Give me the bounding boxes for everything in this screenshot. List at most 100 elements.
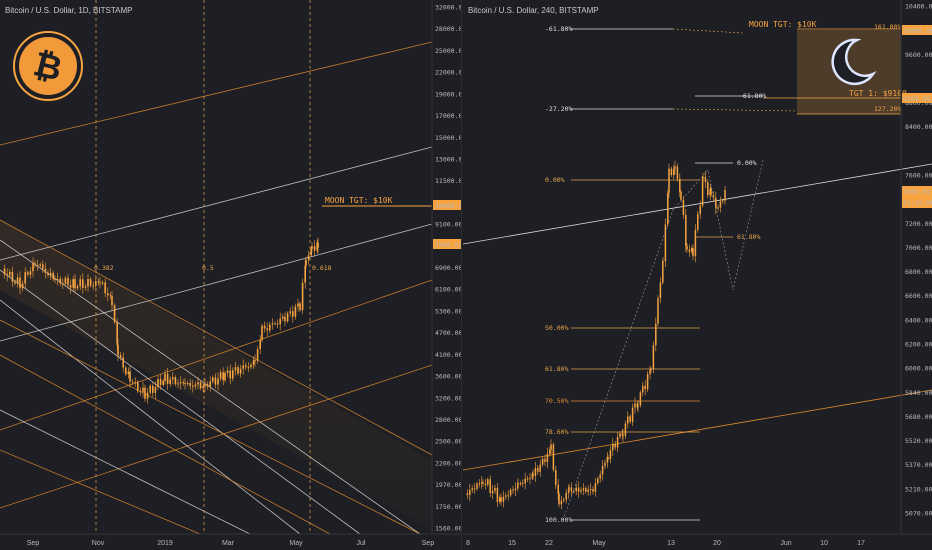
candle-body	[311, 246, 313, 249]
candle-body	[522, 483, 524, 485]
candle-body	[514, 488, 517, 490]
candle-body	[189, 382, 191, 386]
candle-body	[229, 370, 231, 379]
candle-body	[92, 285, 94, 287]
candle-body	[719, 201, 722, 208]
candle-body	[44, 268, 47, 273]
candle-body	[129, 371, 131, 382]
candle-body	[563, 499, 565, 501]
candle-body	[502, 496, 505, 502]
fib-level-label: 50.00%	[545, 324, 569, 332]
candle-body	[704, 176, 707, 183]
price-axis-label: 5840.00	[905, 389, 932, 397]
candle-body	[113, 305, 116, 323]
candle-body	[42, 264, 44, 269]
fib-ext-label-618: -61.80%	[739, 92, 766, 100]
candle-body	[694, 229, 697, 257]
time-axis-label: 17	[857, 540, 865, 547]
candle-body	[546, 453, 549, 462]
countdown-tag-text: 01:32:09	[903, 199, 932, 207]
target-price-tag-text: 10000.00	[435, 202, 461, 210]
candle-body	[111, 296, 113, 306]
candle-body	[82, 279, 84, 288]
candle-body	[164, 373, 166, 381]
price-axis-label: 19000.00	[435, 90, 461, 98]
candle-body	[494, 487, 496, 492]
price-axis-label: 5370.00	[905, 461, 932, 469]
daily-chart-pane[interactable]: Bitcoin / U.S. Dollar, 1D, BITSTAMP ₿ 0.…	[0, 0, 462, 550]
tgt1-label: TGT 1: $9100	[849, 89, 907, 98]
4h-chart-pane[interactable]: Bitcoin / U.S. Dollar, 240, BITSTAMP 0.0…	[463, 0, 932, 550]
candle-body	[484, 483, 487, 485]
daily-chart-canvas[interactable]: ₿ 0.382 0.5 0.618 MOON TGT: $10K 32000.0…	[0, 0, 461, 550]
candle-body	[247, 367, 250, 369]
candle-body	[649, 370, 651, 375]
candle-body	[487, 479, 489, 485]
candle-body	[676, 166, 679, 179]
candle-body	[567, 490, 570, 493]
candle-body	[95, 281, 97, 286]
candle-body	[537, 467, 539, 472]
candle-body	[192, 385, 194, 387]
trend-line	[0, 409, 251, 535]
candle-body	[209, 381, 211, 387]
candle-body	[32, 263, 34, 272]
candle-body	[505, 495, 507, 497]
price-axis[interactable]: 32000.00 28000.00 25000.00 22000.00 19000.00…	[435, 4, 461, 533]
price-axis-label: 1560.00	[435, 525, 461, 533]
candle-body	[616, 436, 619, 448]
candle-body	[304, 265, 306, 283]
candle-body	[664, 224, 667, 262]
candle-body	[469, 489, 471, 496]
candle-body	[131, 381, 134, 383]
fib-small-label: 61.80%	[737, 233, 761, 241]
price-axis-label: 5070.00	[905, 510, 932, 518]
candle-body	[558, 493, 560, 505]
candle-body	[24, 272, 26, 284]
candle-body	[604, 462, 606, 467]
candle-body	[594, 483, 597, 492]
candle-body	[254, 360, 256, 362]
candle-body	[154, 387, 157, 393]
candle-body	[565, 492, 567, 500]
candle-body	[597, 478, 599, 484]
candle-body	[499, 497, 501, 502]
candle-body	[89, 279, 92, 286]
candle-body	[619, 433, 621, 437]
trend-line	[0, 41, 433, 146]
price-axis-label: 25000.00	[435, 47, 461, 55]
fib-ext-label-top: -61.80%	[545, 25, 572, 33]
tag-10000	[902, 25, 932, 35]
candle-body	[639, 392, 642, 406]
price-axis[interactable]: 10400.009600.008800.008400.007600.007400…	[905, 3, 932, 518]
time-axis-label: 2019	[157, 540, 173, 547]
price-axis-label: 32000.00	[435, 4, 461, 12]
candle-body	[644, 385, 646, 390]
candle-body	[84, 286, 87, 288]
4h-chart-canvas[interactable]: 0.00% 50.00% 61.80% 70.50% 78.60% 100.00% 0.00…	[463, 0, 932, 550]
candle-body	[125, 367, 127, 375]
price-axis-label: 3200.00	[435, 394, 461, 402]
fib-retracement: 0.00% 50.00% 61.80% 70.50% 78.60% 100.00% 0.00…	[545, 28, 901, 524]
time-axis[interactable]: Sep Nov 2019 Mar May Jul Sep	[27, 540, 435, 547]
candle-body	[162, 380, 164, 385]
candle-body	[305, 259, 307, 266]
candle-body	[539, 464, 541, 472]
time-axis-label: May	[592, 540, 606, 547]
fib-time-label-0618: 0.618	[312, 264, 332, 272]
time-axis[interactable]: 8 15 22 May 13 20 Jun 10 17	[466, 540, 865, 547]
candle-body	[627, 416, 629, 424]
candle-body	[634, 403, 636, 408]
price-axis-label: 6900.00	[435, 264, 461, 272]
price-axis-label: 8800.00	[905, 99, 932, 107]
candle-body	[592, 488, 594, 492]
price-axis-label: 6000.00	[905, 365, 932, 373]
candle-body	[119, 355, 122, 358]
price-axis-label: 17000.00	[435, 112, 461, 120]
candle-body	[149, 385, 151, 393]
time-axis-label: 13	[667, 540, 675, 547]
candle-body	[206, 384, 209, 387]
candle-body	[560, 500, 563, 505]
time-axis-label: 8	[466, 540, 470, 547]
candle-body	[250, 364, 252, 368]
